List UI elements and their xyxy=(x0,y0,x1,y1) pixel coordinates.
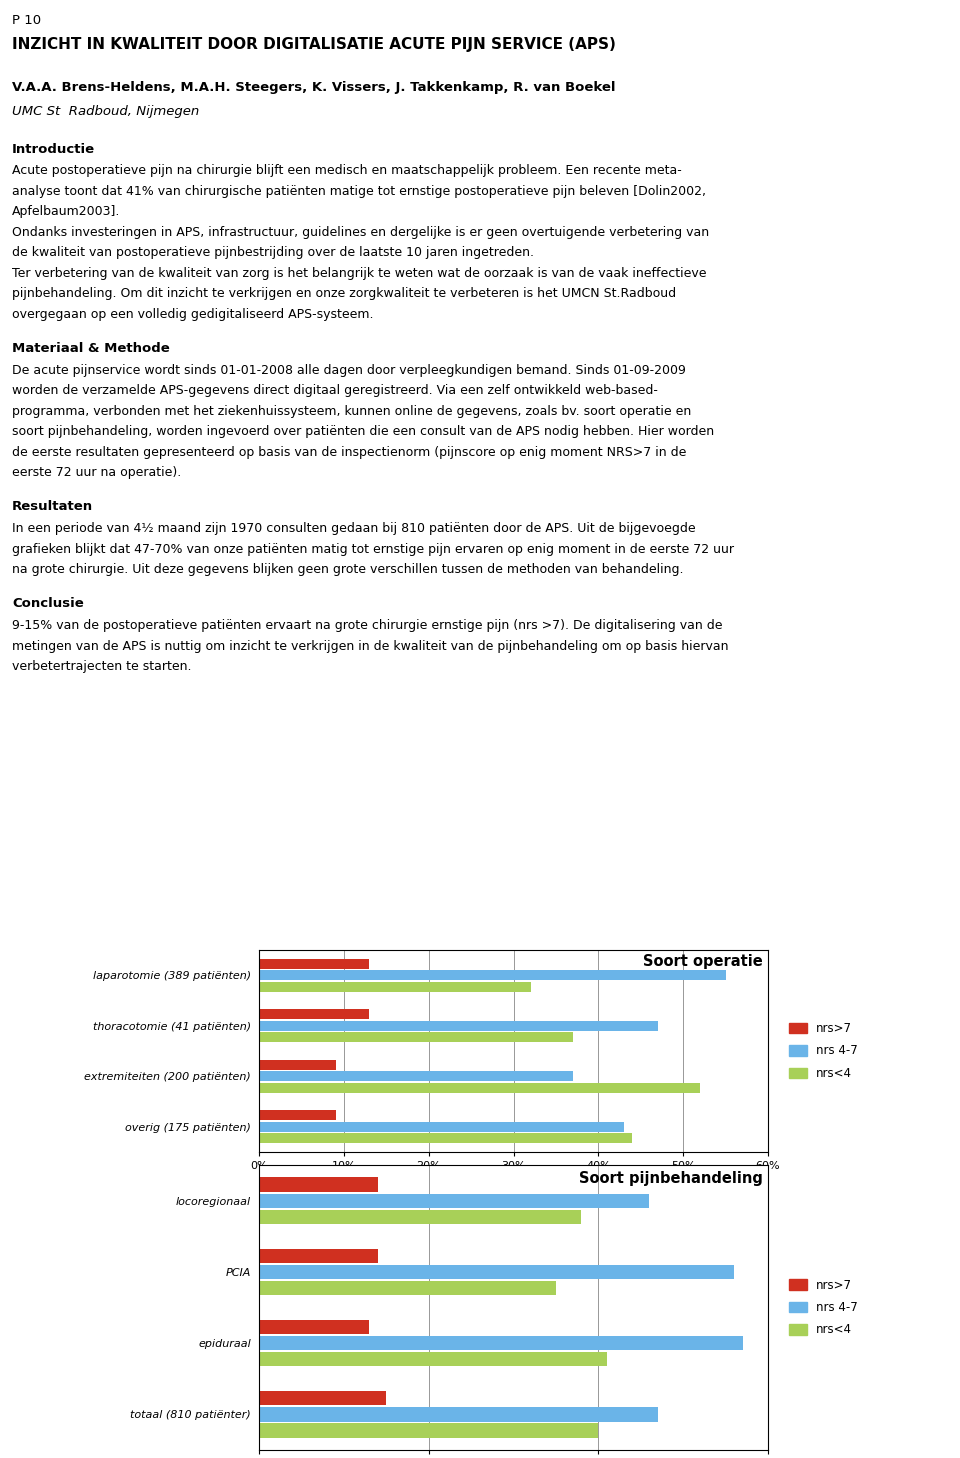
Bar xyxy=(259,1178,378,1191)
Text: metingen van de APS is nuttig om inzicht te verkrijgen in de kwaliteit van de pi: metingen van de APS is nuttig om inzicht… xyxy=(12,640,729,653)
Text: In een periode van 4½ maand zijn 1970 consulten gedaan bij 810 patiënten door de: In een periode van 4½ maand zijn 1970 co… xyxy=(12,522,696,535)
Text: Materiaal & Methode: Materiaal & Methode xyxy=(12,343,170,354)
Text: Ondanks investeringen in APS, infrastructuur, guidelines en dergelijke is er gee: Ondanks investeringen in APS, infrastruc… xyxy=(12,226,709,239)
Bar xyxy=(259,1072,573,1082)
Text: analyse toont dat 41% van chirurgische patiënten matige tot ernstige postoperati: analyse toont dat 41% van chirurgische p… xyxy=(12,185,706,198)
Text: INZICHT IN KWALITEIT DOOR DIGITALISATIE ACUTE PIJN SERVICE (APS): INZICHT IN KWALITEIT DOOR DIGITALISATIE … xyxy=(12,38,616,52)
Text: de kwaliteit van postoperatieve pijnbestrijding over de laatste 10 jaren ingetre: de kwaliteit van postoperatieve pijnbest… xyxy=(12,246,534,260)
Text: Soort operatie: Soort operatie xyxy=(643,954,763,970)
Text: de eerste resultaten gepresenteerd op basis van de inspectienorm (pijnscore op e: de eerste resultaten gepresenteerd op ba… xyxy=(12,446,686,458)
Text: Apfelbaum2003].: Apfelbaum2003]. xyxy=(12,206,120,219)
Text: programma, verbonden met het ziekenhuissysteem, kunnen online de gegevens, zoals: programma, verbonden met het ziekenhuiss… xyxy=(12,405,691,417)
Text: 9-15% van de postoperatieve patiënten ervaart na grote chirurgie ernstige pijn (: 9-15% van de postoperatieve patiënten er… xyxy=(12,620,723,633)
Text: V.A.A. Brens-Heldens, M.A.H. Steegers, K. Vissers, J. Takkenkamp, R. van Boekel: V.A.A. Brens-Heldens, M.A.H. Steegers, K… xyxy=(12,80,615,93)
Bar xyxy=(259,1032,573,1042)
Text: grafieken blijkt dat 47-70% van onze patiënten matig tot ernstige pijn ervaren o: grafieken blijkt dat 47-70% van onze pat… xyxy=(12,542,734,555)
Bar xyxy=(259,1121,624,1131)
Text: eerste 72 uur na operatie).: eerste 72 uur na operatie). xyxy=(12,467,181,480)
Text: verbetertrajecten te starten.: verbetertrajecten te starten. xyxy=(12,660,191,674)
Bar xyxy=(259,981,531,991)
Bar xyxy=(259,1391,386,1406)
Text: UMC St  Radboud, Nijmegen: UMC St Radboud, Nijmegen xyxy=(12,105,200,118)
Text: Resultaten: Resultaten xyxy=(12,500,93,513)
Text: na grote chirurgie. Uit deze gegevens blijken geen grote verschillen tussen de m: na grote chirurgie. Uit deze gegevens bl… xyxy=(12,563,684,576)
Bar xyxy=(259,1133,633,1143)
Bar xyxy=(259,970,726,980)
Text: Ter verbetering van de kwaliteit van zorg is het belangrijk te weten wat de oorz: Ter verbetering van de kwaliteit van zor… xyxy=(12,267,707,280)
Text: pijnbehandeling. Om dit inzicht te verkrijgen en onze zorgkwaliteit te verbetere: pijnbehandeling. Om dit inzicht te verkr… xyxy=(12,287,676,300)
Text: P 10: P 10 xyxy=(12,15,41,28)
Text: De acute pijnservice wordt sinds 01-01-2008 alle dagen door verpleegkundigen bem: De acute pijnservice wordt sinds 01-01-2… xyxy=(12,363,685,376)
Bar xyxy=(259,1009,370,1019)
Bar xyxy=(259,1210,582,1223)
Bar xyxy=(259,1194,649,1207)
Text: Soort pijnbehandeling: Soort pijnbehandeling xyxy=(579,1171,763,1185)
Bar xyxy=(259,1319,370,1334)
Bar xyxy=(259,1280,556,1295)
Bar xyxy=(259,1423,598,1438)
Bar xyxy=(259,1352,607,1366)
Text: Acute postoperatieve pijn na chirurgie blijft een medisch en maatschappelijk pro: Acute postoperatieve pijn na chirurgie b… xyxy=(12,165,682,178)
Text: Introductie: Introductie xyxy=(12,143,95,156)
Bar xyxy=(259,1336,743,1350)
Legend: nrs>7, nrs 4-7, nrs<4: nrs>7, nrs 4-7, nrs<4 xyxy=(784,1018,862,1085)
Bar xyxy=(259,1021,658,1031)
Text: overgegaan op een volledig gedigitaliseerd APS-systeem.: overgegaan op een volledig gedigitalisee… xyxy=(12,308,373,321)
Bar xyxy=(259,1111,336,1120)
Bar xyxy=(259,1248,378,1263)
Bar xyxy=(259,959,370,970)
Bar xyxy=(259,1060,336,1070)
Text: worden de verzamelde APS-gegevens direct digitaal geregistreerd. Via een zelf on: worden de verzamelde APS-gegevens direct… xyxy=(12,383,658,397)
Bar xyxy=(259,1407,658,1422)
Legend: nrs>7, nrs 4-7, nrs<4: nrs>7, nrs 4-7, nrs<4 xyxy=(784,1274,862,1341)
Bar xyxy=(259,1264,734,1279)
Bar xyxy=(259,1082,700,1092)
Text: soort pijnbehandeling, worden ingevoerd over patiënten die een consult van de AP: soort pijnbehandeling, worden ingevoerd … xyxy=(12,426,714,437)
Text: Conclusie: Conclusie xyxy=(12,598,84,611)
